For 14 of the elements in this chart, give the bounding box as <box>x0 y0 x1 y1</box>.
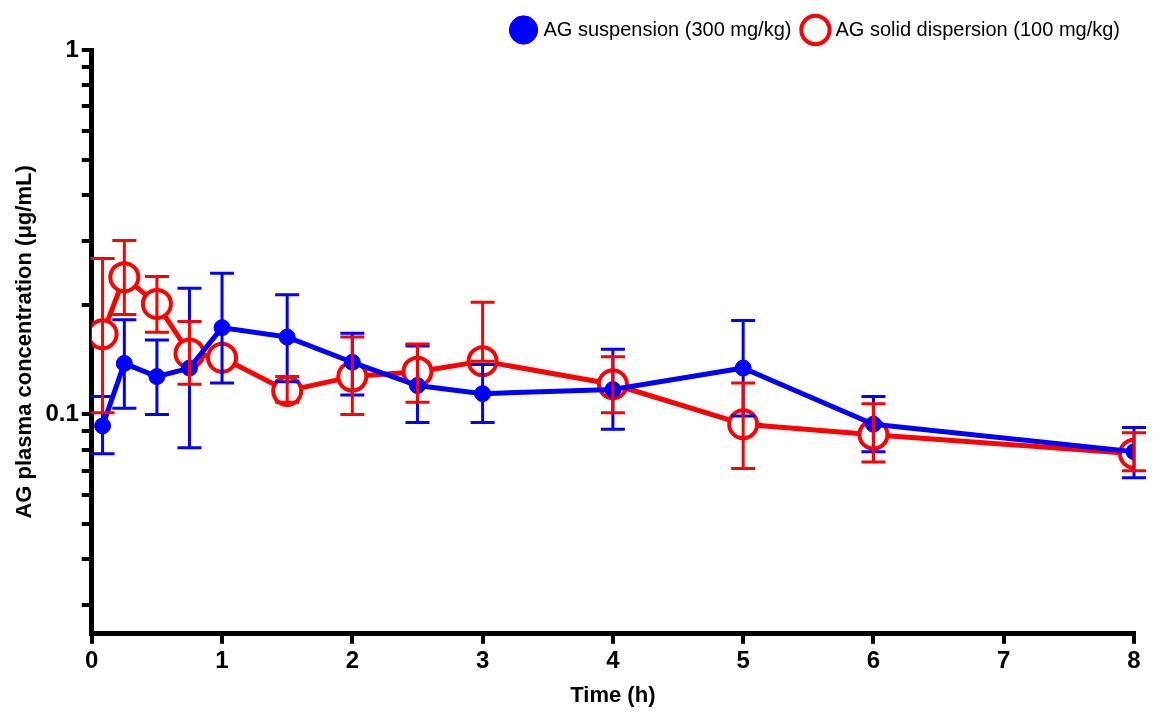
x-tick-label: 7 <box>997 645 1011 673</box>
legend-label: AG solid dispersion (100 mg/kg) <box>835 17 1121 40</box>
x-tick-label: 0 <box>85 645 99 673</box>
x-axis-title: Time (h) <box>570 681 656 707</box>
x-tick-label: 3 <box>475 645 490 673</box>
x-tick-label: 8 <box>1127 645 1141 673</box>
x-tick-label: 4 <box>606 645 621 673</box>
y-tick-label: 0.1 <box>45 399 79 427</box>
x-tick-label: 2 <box>345 645 359 673</box>
x-tick-label: 5 <box>736 645 750 673</box>
x-tick-label: 6 <box>866 645 881 673</box>
legend-label: AG suspension (300 mg/kg) <box>543 17 792 40</box>
y-axis-title: AG plasma concentration (μg/mL) <box>11 165 37 519</box>
x-tick-label: 1 <box>215 645 229 673</box>
